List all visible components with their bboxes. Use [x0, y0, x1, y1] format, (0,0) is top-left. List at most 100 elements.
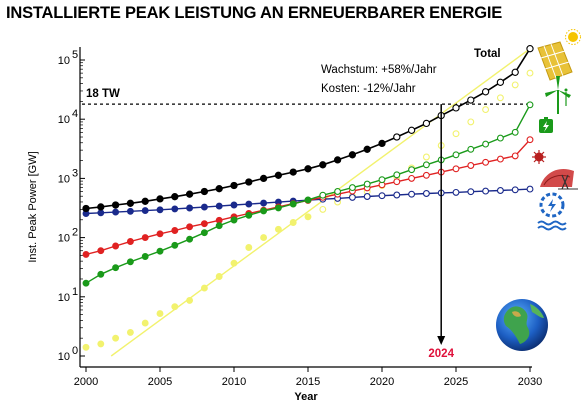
arrow-head — [437, 336, 446, 345]
series-total-fit-line — [85, 48, 531, 210]
data-point-wind — [334, 188, 342, 195]
data-point-solar — [141, 319, 149, 327]
virus-icon — [532, 150, 546, 164]
data-point-wind — [215, 222, 223, 230]
data-point-other — [526, 136, 534, 144]
data-point-hydro — [97, 209, 105, 217]
data-point-wind — [289, 200, 297, 208]
data-point-total — [393, 133, 401, 141]
y-axis-label: Inst. Peak Power [GW] — [27, 151, 39, 262]
data-point-total — [481, 88, 490, 96]
data-point-wind — [467, 145, 475, 153]
data-point-solar — [260, 234, 268, 242]
data-point-wind — [186, 235, 194, 243]
geothermal-icon — [540, 168, 578, 190]
data-point-total — [156, 195, 164, 203]
data-point-other — [452, 165, 460, 173]
data-point-total — [422, 119, 431, 128]
data-point-total — [185, 190, 194, 198]
data-point-wind — [200, 229, 208, 237]
data-point-wind — [378, 176, 386, 184]
data-point-solar — [304, 213, 312, 221]
wind-turbine-icon — [545, 76, 571, 114]
data-point-total — [126, 199, 135, 207]
plot-frame — [79, 47, 532, 368]
x-tick-label: 2025 — [444, 376, 468, 388]
data-point-solar — [496, 94, 504, 102]
y-tick-exponent: 4 — [72, 108, 78, 120]
data-point-hydro — [526, 185, 534, 193]
data-point-other — [126, 238, 134, 245]
data-point-solar — [289, 219, 297, 226]
x-tick-label: 2020 — [370, 376, 394, 388]
data-point-solar — [422, 153, 430, 161]
data-point-total — [378, 139, 386, 148]
data-point-total — [245, 178, 253, 186]
data-point-wind — [82, 279, 90, 287]
data-point-total — [274, 171, 283, 179]
data-point-total — [200, 187, 209, 196]
data-point-hydro — [156, 206, 164, 214]
data-point-other — [467, 162, 475, 169]
data-point-solar — [186, 296, 194, 304]
data-point-hydro — [112, 208, 120, 216]
year-marker-label: 2024 — [428, 348, 454, 360]
data-point-total — [82, 204, 90, 213]
data-point-hydro — [496, 187, 504, 194]
data-point-total — [452, 104, 460, 112]
data-point-solar — [319, 205, 327, 213]
data-point-total — [111, 201, 120, 209]
data-point-hydro — [393, 191, 401, 199]
y-tick-label: 10 — [58, 173, 70, 185]
data-point-other — [82, 250, 90, 258]
data-point-solar — [245, 244, 253, 251]
data-point-total — [467, 96, 475, 104]
x-tick-label: 2030 — [518, 376, 542, 388]
data-point-solar — [452, 130, 460, 138]
data-point-other — [496, 155, 504, 163]
data-point-wind — [496, 134, 504, 142]
data-point-hydro — [408, 190, 416, 198]
data-point-solar — [171, 303, 179, 311]
data-point-total — [215, 185, 223, 193]
data-point-solar — [230, 259, 238, 267]
y-tick-label: 10 — [58, 233, 70, 245]
data-point-other — [141, 234, 149, 242]
data-point-wind — [422, 161, 430, 169]
data-point-wind — [156, 247, 164, 255]
data-point-total — [171, 193, 179, 201]
data-point-wind — [526, 101, 534, 109]
data-point-wind — [348, 184, 356, 192]
data-point-hydro — [348, 193, 356, 201]
data-point-solar — [112, 334, 120, 342]
y-tick-label: 10 — [58, 292, 70, 304]
earth-globe-icon — [496, 299, 548, 351]
data-point-wind — [452, 151, 460, 159]
data-point-wind — [274, 204, 282, 212]
data-point-wind — [319, 191, 327, 199]
data-point-wind — [393, 171, 401, 179]
y-tick-label: 10 — [58, 114, 70, 126]
data-point-solar — [126, 328, 134, 336]
data-point-wind — [260, 207, 268, 215]
data-point-hydro — [467, 188, 475, 196]
data-point-solar — [97, 340, 105, 348]
data-point-total — [289, 168, 297, 176]
y-tick-exponent: 1 — [72, 286, 78, 298]
data-point-solar — [482, 106, 490, 114]
data-point-solar — [215, 273, 223, 280]
data-point-hydro — [363, 193, 371, 200]
cost-annotation: Kosten: -12%/Jahr — [321, 83, 416, 95]
data-point-hydro — [482, 187, 490, 195]
data-point-other — [200, 220, 208, 228]
y-tick-exponent: 2 — [72, 227, 78, 239]
data-point-total — [259, 174, 268, 183]
data-point-other — [511, 152, 519, 160]
data-point-solar — [82, 343, 90, 351]
data-point-total — [304, 165, 312, 173]
y-tick-exponent: 3 — [72, 167, 78, 179]
data-point-solar — [200, 284, 208, 292]
data-point-hydro — [452, 188, 460, 196]
